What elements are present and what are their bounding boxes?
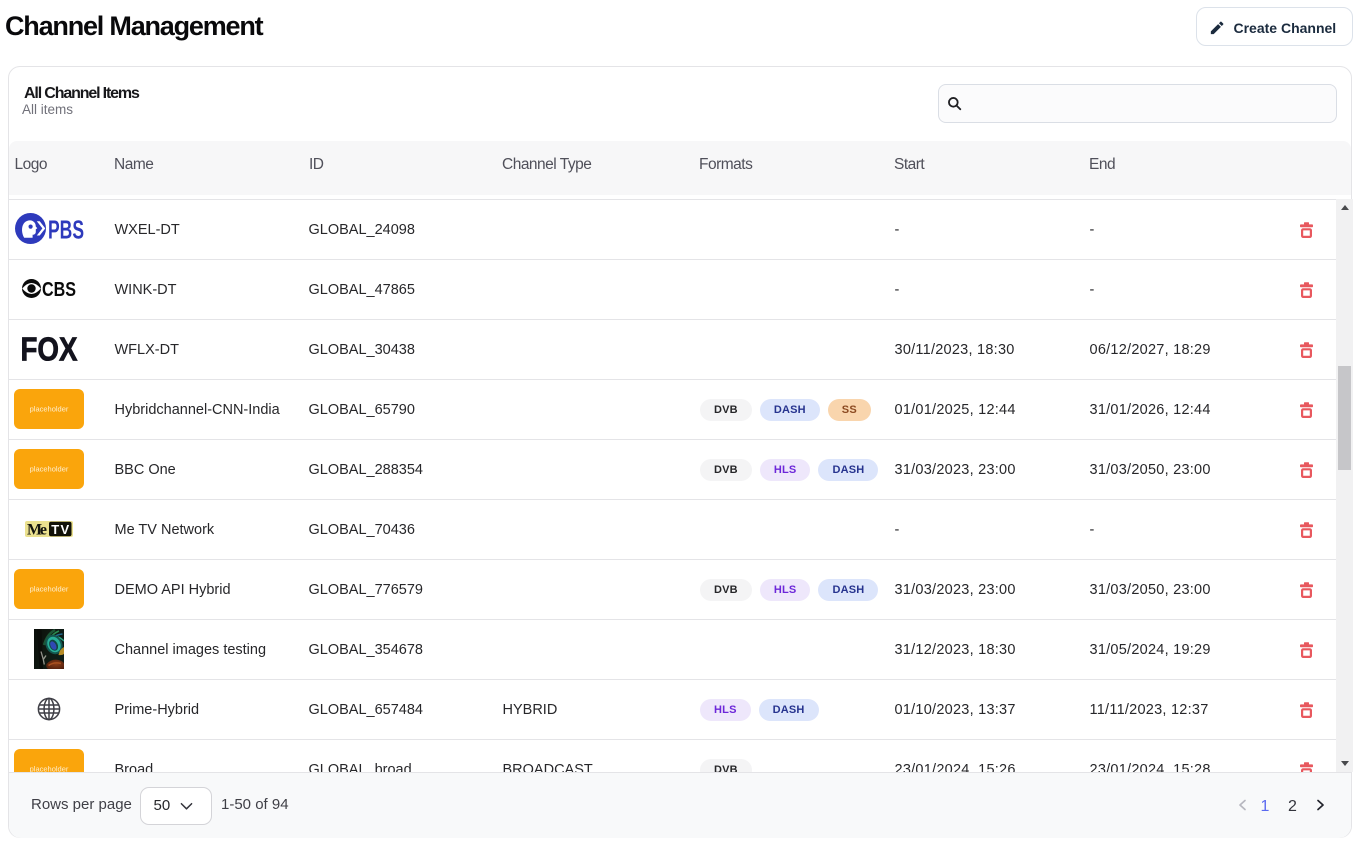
svg-text:Me: Me [27,521,47,537]
svg-text:PBS: PBS [48,215,84,245]
svg-text:FOX: FOX [21,336,79,361]
svg-text:placeholder: placeholder [30,584,69,593]
svg-text:CBS: CBS [42,279,76,298]
svg-text:placeholder: placeholder [30,464,69,473]
svg-text:placeholder: placeholder [30,764,69,772]
svg-text:placeholder: placeholder [30,404,69,413]
svg-text:TV: TV [51,521,69,536]
